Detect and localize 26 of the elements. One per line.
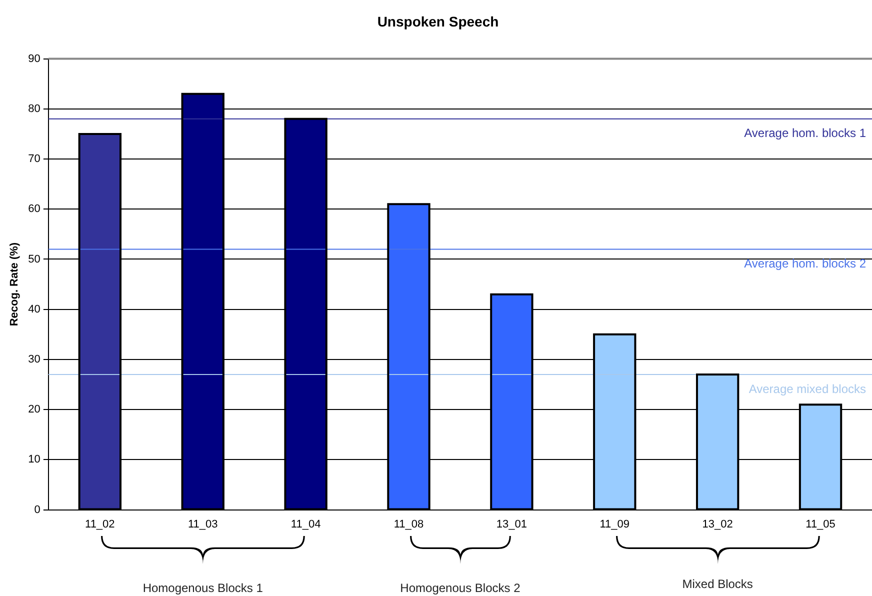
x-tick-label: 11_08	[394, 518, 424, 530]
x-tick-label: 11_04	[290, 518, 321, 530]
x-tick-label: 11_03	[188, 518, 218, 530]
x-tick-label: 13_01	[496, 518, 527, 530]
x-tick-label: 11_05	[806, 518, 836, 530]
text: Homogenous Blocks 1	[142, 581, 264, 595]
y-tick-label: 50	[28, 253, 40, 266]
y-axis-title: Recog. Rate (%)	[8, 242, 21, 326]
y-tick-label: 90	[28, 52, 40, 65]
y-tick-label: 60	[28, 203, 40, 216]
y-tick-label: 40	[28, 303, 40, 316]
text: Homogenous Blocks 2	[400, 581, 521, 595]
x-tick-label: 13_02	[702, 518, 733, 530]
chart-title: Unspoken Speech	[377, 13, 499, 30]
y-tick-label: 20	[28, 404, 40, 416]
x-tick-label: 11_09	[600, 518, 630, 530]
text: Mixed Blocks	[682, 577, 753, 591]
ref-line-label: Average hom. blocks 1	[744, 126, 866, 140]
y-tick-label: 0	[34, 504, 40, 516]
ref-line-label: Average hom. blocks 2	[744, 256, 866, 271]
x-tick-label: 11_02	[85, 518, 115, 530]
y-tick-label: 10	[28, 454, 40, 466]
y-tick-label: 80	[28, 102, 40, 115]
y-tick-label: 70	[28, 153, 40, 166]
ref-line-label: Average mixed blocks	[748, 382, 866, 396]
y-tick-label: 30	[28, 354, 40, 366]
